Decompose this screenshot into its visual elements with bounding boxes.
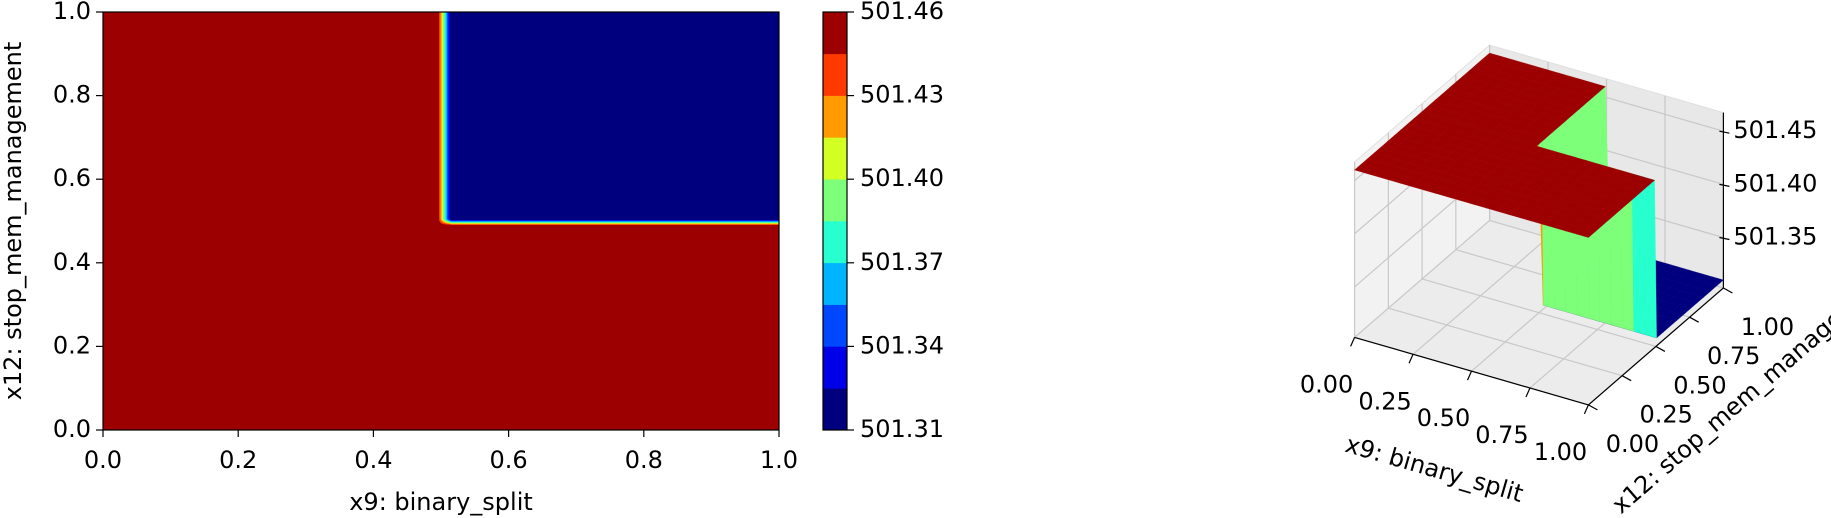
- contour-cell: [103, 225, 439, 431]
- contour-cell: [437, 225, 452, 431]
- colorbar-tick-label: 501.37: [860, 248, 944, 276]
- colorbar-tick-label: 501.46: [860, 0, 944, 25]
- colorbar-band: [823, 304, 847, 347]
- z-tick-label: 501.45: [1733, 116, 1817, 144]
- y-tick-label: 0.25: [1639, 401, 1692, 429]
- colorbar-band: [823, 179, 847, 222]
- grid-line: [1421, 278, 1657, 348]
- x-tick-label: 0.50: [1417, 404, 1470, 432]
- axes-frame: [102, 11, 780, 431]
- x-tick: [1466, 370, 1473, 381]
- y-tick: [1588, 404, 1598, 411]
- y-tick: [1655, 345, 1666, 352]
- contour-cell: [103, 218, 439, 226]
- x-tick-label: 0.25: [1358, 387, 1411, 415]
- z-tick: [1719, 130, 1730, 134]
- x-tick: [1408, 354, 1414, 364]
- colorbar-tick-label: 501.40: [860, 164, 944, 192]
- surface-face: [1642, 176, 1657, 339]
- x-tick-label: 1.0: [760, 446, 798, 474]
- colorbar-tick-label: 501.43: [860, 81, 944, 109]
- x-tick-label: 0.00: [1300, 370, 1353, 398]
- y-tick-label: 0.2: [53, 331, 91, 359]
- z-tick: [1719, 183, 1730, 187]
- grid-line: [1388, 307, 1623, 377]
- y-axis-label: x12: stop_mem_management: [0, 42, 27, 401]
- colorbar-band: [823, 346, 847, 389]
- colorbar-frame: [822, 11, 848, 431]
- colorbar-band: [823, 221, 847, 264]
- z-tick-label: 501.40: [1733, 169, 1817, 197]
- x-tick-label: 0.6: [490, 446, 528, 474]
- z-tick: [1719, 236, 1730, 241]
- surface: [1353, 52, 1725, 339]
- y-tick: [1689, 316, 1699, 323]
- colorbar-band: [823, 53, 847, 96]
- y-tick-label: 0.6: [53, 164, 91, 192]
- colorbar-tick-label: 501.34: [860, 331, 944, 359]
- x-axis-label: x9: binary_split: [349, 488, 533, 516]
- x-tick-label: 0.4: [354, 446, 392, 474]
- y-tick-label: 0.00: [1606, 430, 1659, 458]
- z-tick-label: 501.35: [1733, 222, 1817, 250]
- colorbar-band: [823, 12, 847, 55]
- x-tick-label: 0.8: [625, 446, 663, 474]
- contour-plot: [103, 12, 780, 431]
- x-tick: [1525, 387, 1531, 398]
- x-tick-label: 0.0: [84, 446, 122, 474]
- colorbar-band: [823, 137, 847, 180]
- contour-cell: [451, 225, 780, 431]
- surface-face: [1576, 228, 1596, 238]
- colorbar-band: [823, 388, 847, 431]
- x-tick-label: 0.2: [219, 446, 257, 474]
- y-tick: [1723, 287, 1733, 294]
- y-tick-label: 0.4: [53, 248, 91, 276]
- x-tick-label: 0.75: [1475, 421, 1528, 449]
- y-tick-label: 0.75: [1707, 342, 1760, 370]
- colorbar-band: [823, 262, 847, 305]
- y-tick-label: 0.50: [1673, 371, 1726, 399]
- y-tick: [1621, 375, 1632, 382]
- y-tick-label: 0.0: [53, 415, 91, 443]
- x-tick: [1583, 404, 1589, 415]
- y-tick-label: 1.0: [53, 0, 91, 25]
- x-tick-label: 1.00: [1534, 438, 1587, 466]
- contour-cell: [103, 12, 439, 220]
- contour-cell: [451, 12, 780, 220]
- x-tick: [1350, 337, 1356, 347]
- y-tick-label: 0.8: [53, 81, 91, 109]
- colorbar-tick-label: 501.31: [860, 415, 944, 443]
- y-tick-label: 1.00: [1741, 313, 1794, 341]
- colorbar-band: [823, 95, 847, 138]
